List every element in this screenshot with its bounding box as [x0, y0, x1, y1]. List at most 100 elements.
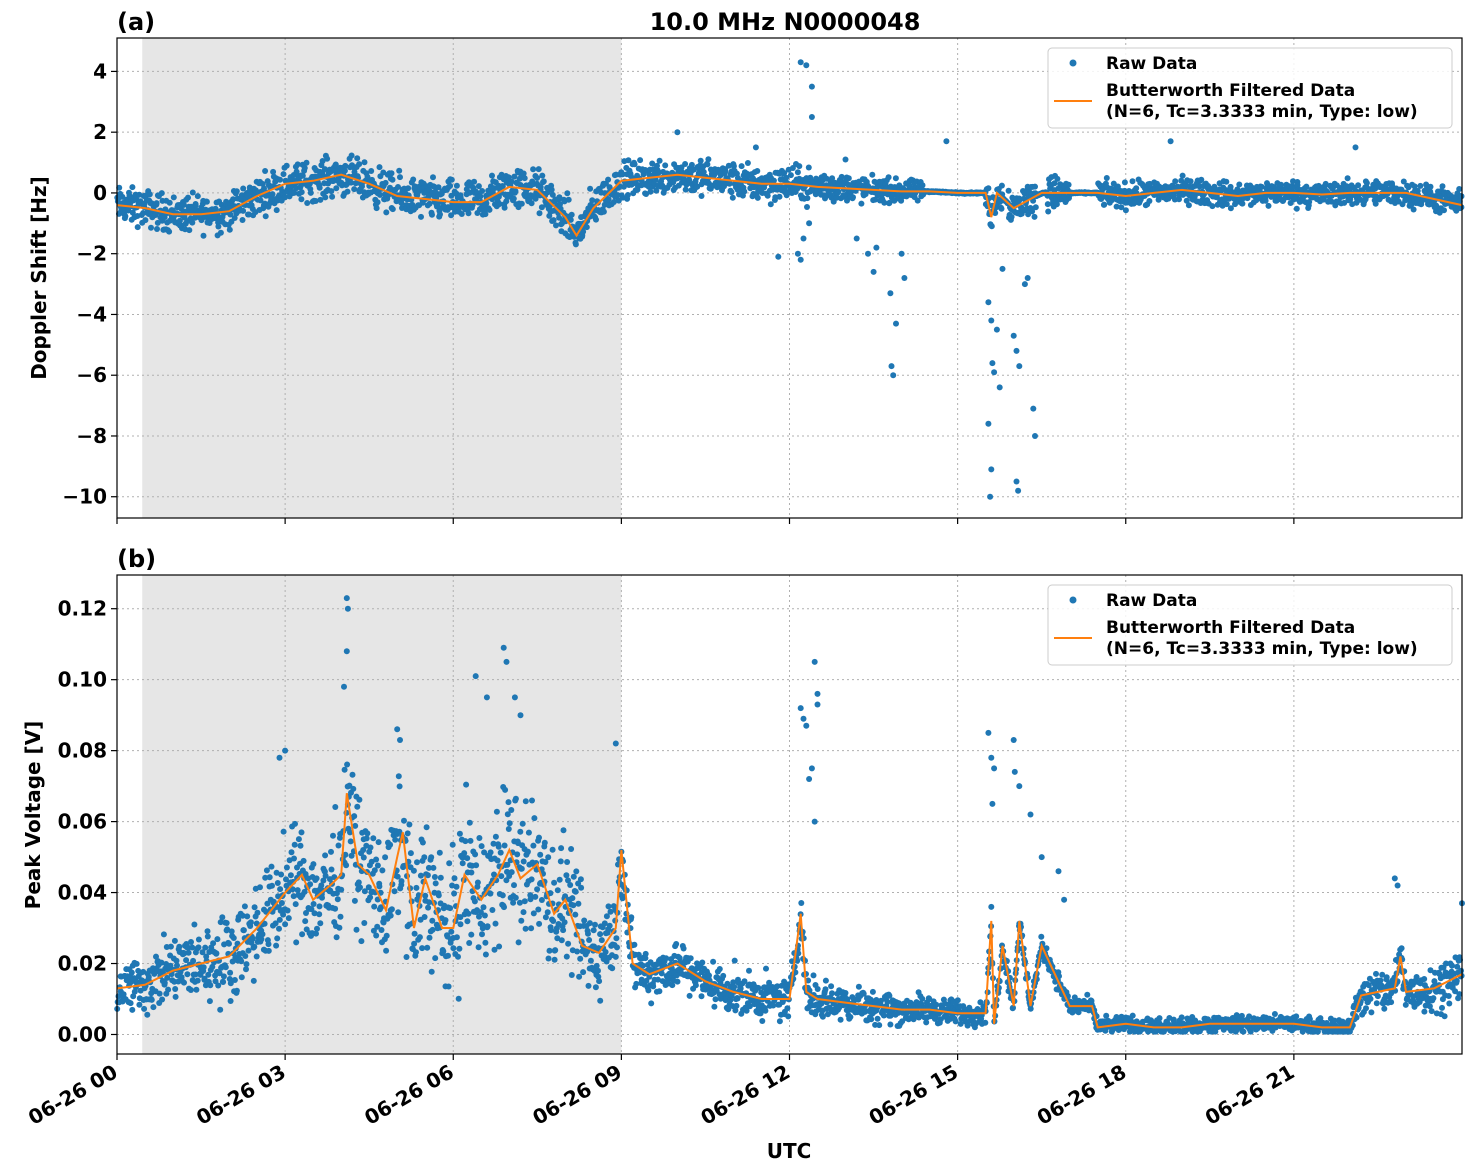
raw-data-point — [314, 875, 320, 881]
raw-data-point — [899, 251, 905, 257]
raw-data-point — [173, 994, 179, 1000]
raw-data-point — [479, 843, 485, 849]
raw-data-point — [762, 1008, 768, 1014]
raw-data-point — [663, 955, 669, 961]
raw-data-point — [405, 830, 411, 836]
raw-data-point — [729, 189, 735, 195]
raw-data-point — [673, 941, 679, 947]
raw-data-point — [207, 982, 213, 988]
raw-data-point — [122, 213, 128, 219]
raw-data-point — [606, 903, 612, 909]
raw-data-point — [251, 978, 257, 984]
raw-data-point — [348, 838, 354, 844]
raw-data-point — [815, 986, 821, 992]
y-tick-label: 2 — [93, 120, 107, 144]
raw-data-point — [246, 948, 252, 954]
raw-data-point — [1032, 433, 1038, 439]
raw-data-point — [455, 954, 461, 960]
raw-data-point — [614, 944, 620, 950]
raw-data-point — [148, 225, 154, 231]
raw-data-point — [383, 209, 389, 215]
raw-data-point — [282, 921, 288, 927]
raw-data-point — [218, 230, 224, 236]
raw-data-point — [570, 902, 576, 908]
raw-data-point — [558, 845, 564, 851]
raw-data-point — [462, 838, 468, 844]
raw-data-point — [219, 914, 225, 920]
raw-data-point — [413, 885, 419, 891]
raw-data-point — [281, 829, 287, 835]
raw-data-point — [296, 836, 302, 842]
raw-data-point — [509, 869, 515, 875]
raw-data-point — [865, 251, 871, 257]
raw-data-point — [476, 835, 482, 841]
raw-data-point — [334, 934, 340, 940]
raw-data-point — [479, 188, 485, 194]
raw-data-point — [567, 882, 573, 888]
raw-data-point — [838, 1017, 844, 1023]
raw-data-point — [576, 974, 582, 980]
raw-data-point — [711, 1004, 717, 1010]
raw-data-point — [1440, 183, 1446, 189]
raw-data-point — [811, 972, 817, 978]
raw-data-point — [427, 935, 433, 941]
raw-data-point — [186, 227, 192, 233]
raw-data-point — [329, 867, 335, 873]
raw-data-point — [214, 936, 220, 942]
raw-data-point — [584, 224, 590, 230]
raw-data-point — [1104, 175, 1110, 181]
raw-data-point — [278, 872, 284, 878]
raw-data-point — [413, 949, 419, 955]
raw-data-point — [336, 843, 342, 849]
raw-data-point — [207, 998, 213, 1004]
raw-data-point — [260, 931, 266, 937]
raw-data-point — [373, 857, 379, 863]
raw-data-point — [485, 923, 491, 929]
raw-data-point — [920, 182, 926, 188]
raw-data-point — [250, 936, 256, 942]
raw-data-point — [1014, 348, 1020, 354]
raw-data-point — [514, 851, 520, 857]
raw-data-point — [234, 188, 240, 194]
raw-data-point — [798, 59, 804, 65]
raw-data-point — [804, 195, 810, 201]
raw-data-point — [681, 946, 687, 952]
raw-data-point — [454, 884, 460, 890]
raw-data-point — [370, 835, 376, 841]
raw-data-point — [244, 961, 250, 967]
raw-data-point — [529, 200, 535, 206]
y-tick-label: −4 — [76, 302, 107, 326]
raw-data-point — [479, 931, 485, 937]
raw-data-point — [316, 911, 322, 917]
raw-data-point — [739, 163, 745, 169]
raw-data-point — [596, 978, 602, 984]
raw-data-point — [419, 945, 425, 951]
legend-label-filtered: Butterworth Filtered Data — [1106, 81, 1355, 101]
raw-data-point — [446, 860, 452, 866]
raw-data-point — [482, 913, 488, 919]
raw-data-point — [578, 876, 584, 882]
raw-data-point — [186, 950, 192, 956]
raw-data-point — [252, 904, 258, 910]
raw-data-point — [330, 833, 336, 839]
raw-data-point — [1130, 1013, 1136, 1019]
raw-data-point — [375, 863, 381, 869]
raw-data-point — [224, 920, 230, 926]
raw-data-point — [529, 876, 535, 882]
raw-data-point — [450, 945, 456, 951]
raw-data-point — [856, 984, 862, 990]
raw-data-point — [653, 188, 659, 194]
raw-data-point — [405, 185, 411, 191]
raw-data-point — [868, 1016, 874, 1022]
raw-data-point — [542, 840, 548, 846]
raw-data-point — [473, 862, 479, 868]
raw-data-point — [354, 927, 360, 933]
raw-data-point — [529, 798, 535, 804]
raw-data-point — [569, 212, 575, 218]
raw-data-point — [298, 843, 304, 849]
raw-data-point — [472, 851, 478, 857]
raw-data-point — [322, 852, 328, 858]
raw-data-point — [390, 206, 396, 212]
raw-data-point — [873, 245, 879, 251]
raw-data-point — [693, 982, 699, 988]
